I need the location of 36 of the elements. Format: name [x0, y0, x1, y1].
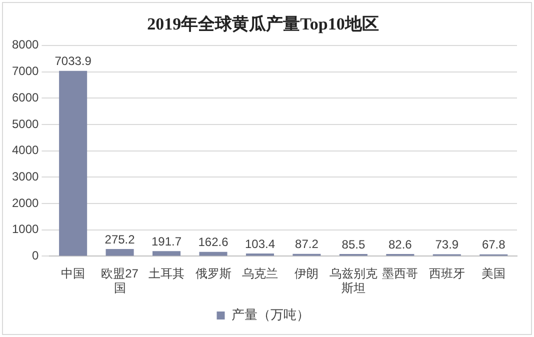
data-label: 275.2 — [104, 232, 136, 246]
x-tick-label: 土耳其 — [148, 266, 185, 281]
x-tick-label: 中国 — [61, 266, 86, 281]
legend-label: 产量（万吨） — [231, 307, 310, 322]
x-tick-label: 欧盟27国 — [101, 266, 139, 296]
y-tick-label: 0 — [32, 248, 40, 263]
y-tick-label: 4000 — [12, 143, 40, 158]
data-label: 67.8 — [482, 238, 506, 252]
x-tick-label: 美国 — [482, 266, 506, 281]
data-label: 191.7 — [152, 234, 182, 248]
bar — [152, 251, 181, 256]
data-label: 82.6 — [388, 237, 412, 252]
y-tick-label: 8000 — [12, 38, 40, 52]
data-label: 73.9 — [435, 238, 459, 252]
data-label: 103.4 — [244, 236, 276, 251]
chart-title: 2019年全球黄瓜产量Top10地区 — [147, 14, 379, 34]
y-tick-label: 7000 — [12, 64, 40, 78]
bar — [199, 252, 228, 256]
x-tick-label: 西班牙 — [428, 266, 465, 281]
y-tick-label: 2000 — [12, 196, 40, 210]
data-label: 85.5 — [342, 237, 366, 252]
data-label: 87.2 — [295, 237, 319, 252]
x-tick-label: 乌克兰 — [242, 266, 278, 281]
y-tick-label: 1000 — [12, 222, 40, 236]
y-tick-label: 6000 — [12, 90, 40, 104]
bar — [246, 253, 274, 256]
x-tick-label: 乌兹别克斯坦 — [329, 266, 378, 296]
x-tick-label: 伊朗 — [294, 266, 319, 281]
y-tick-label: 5000 — [12, 116, 40, 131]
x-tick-label: 俄罗斯 — [195, 266, 232, 281]
y-tick-label: 3000 — [12, 169, 40, 184]
bar — [106, 248, 134, 256]
bar — [59, 70, 88, 256]
data-label: 162.6 — [198, 235, 229, 250]
data-label: 7033.9 — [54, 54, 92, 68]
x-tick-label: 墨西哥 — [382, 266, 418, 281]
